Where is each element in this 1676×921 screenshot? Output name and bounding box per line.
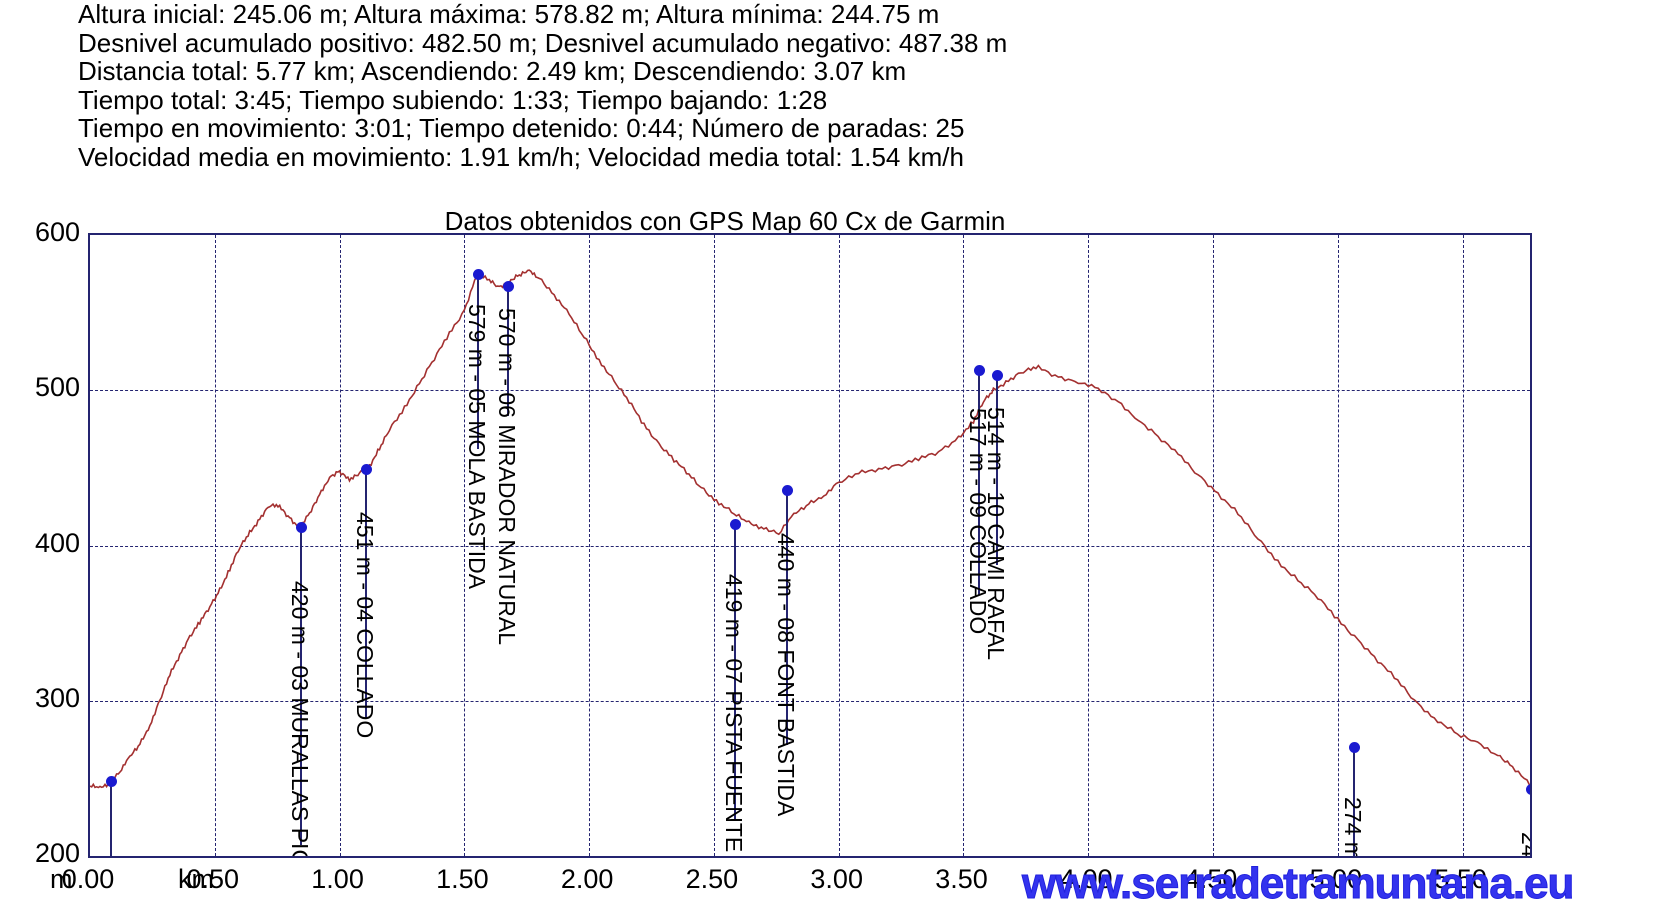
x-axis-unit-label: km	[178, 864, 214, 894]
y-tick-200: 200	[34, 838, 80, 868]
summary-stats-block: Altura inicial: 245.06 m; Altura máxima:…	[0, 0, 1676, 171]
x-tick-4.50: 4.50	[1184, 864, 1238, 894]
stat-line-distancia: Distancia total: 5.77 km; Ascendiendo: 2…	[78, 56, 907, 86]
gridline-x-4.00	[1088, 235, 1090, 856]
waypoint-stem	[995, 374, 998, 565]
stat-line-movimiento: Tiempo en movimiento: 3:01; Tiempo deten…	[78, 113, 965, 143]
waypoint-marker-dot[interactable]	[105, 776, 117, 788]
gridline-y-300	[90, 700, 1530, 702]
gridline-x-0.50	[214, 235, 216, 856]
waypoint-label: 419 m - 07 PISTA FUENTE	[720, 573, 747, 853]
y-tick-500: 500	[34, 372, 80, 403]
waypoint-marker-dot[interactable]	[974, 365, 986, 377]
waypoint-stem	[1352, 747, 1355, 856]
y-tick-600: 600	[34, 217, 80, 247]
plot-inner-area: 255 m - 02 SALIDA IZQ. CAMI ARTIGUES 420 …	[90, 235, 1530, 856]
waypoint-stem	[733, 523, 736, 819]
waypoint-label: 245 m - 12 FIN	[1517, 832, 1530, 856]
y-tick-300: 300	[34, 682, 80, 713]
waypoint-stem	[506, 286, 509, 417]
elevation-track-line	[90, 235, 1530, 856]
waypoint-label: 579 m - 05 MOLA BASTIDA	[463, 303, 490, 589]
site-watermark: www.serradetramuntana.eu	[1021, 859, 1574, 908]
gridline-y-500	[90, 390, 1530, 392]
stat-line-altura: Altura inicial: 245.06 m; Altura máxima:…	[78, 0, 940, 29]
waypoint-marker-dot[interactable]	[782, 484, 794, 496]
waypoint-label: 570 m - 06 MIRADOR NATURAL	[493, 308, 520, 646]
x-tick-3.00: 3.00	[810, 864, 863, 894]
gridline-x-3.00	[838, 235, 840, 856]
waypoint-stem	[364, 469, 367, 720]
gridline-x-1.00	[339, 235, 341, 856]
y-axis-unit-label: m	[50, 864, 73, 894]
x-tick-5.50: 5.50	[1434, 864, 1487, 894]
waypoint-label: 420 m - 03 MURALLAS PICO GROS	[286, 580, 313, 856]
gridline-x-4.50	[1213, 235, 1215, 856]
gridline-x-5.50	[1462, 235, 1464, 856]
x-tick-0.50: 0.50	[186, 864, 240, 894]
waypoint-marker-dot[interactable]	[991, 369, 1003, 381]
waypoint-stem	[978, 370, 981, 596]
gridline-y-400	[90, 545, 1530, 547]
waypoint-label: 255 m - 02 SALIDA IZQ. CAMI ARTIGUES	[97, 855, 123, 856]
gridline-x-2.50	[713, 235, 715, 856]
x-tick-3.50: 3.50	[935, 864, 988, 894]
waypoint-marker-dot[interactable]	[295, 521, 307, 533]
gridline-x-2.00	[589, 235, 591, 856]
stat-line-velocidad: Velocidad media en movimiento: 1.91 km/h…	[78, 141, 964, 172]
x-tick-1.50: 1.50	[436, 864, 489, 894]
x-tick-2.50: 2.50	[685, 864, 739, 894]
gridline-x-3.50	[963, 235, 965, 856]
waypoint-label: 274 m - 11 FONT ARTIGUES	[1340, 797, 1366, 856]
x-tick-1.00: 1.00	[311, 864, 364, 894]
elevation-profile-plot: 255 m - 02 SALIDA IZQ. CAMI ARTIGUES 420 …	[88, 233, 1532, 858]
waypoint-stem	[299, 526, 302, 845]
x-tick-4.00: 4.00	[1059, 864, 1113, 894]
waypoint-stem	[476, 273, 479, 449]
y-tick-400: 400	[34, 527, 80, 558]
waypoint-label: 514 m - 10 CAMI RAFAL	[982, 407, 1009, 661]
chart-title: Datos obtenidos con GPS Map 60 Cx de Gar…	[444, 206, 1006, 236]
gridline-x-1.50	[464, 235, 466, 856]
waypoint-marker-dot[interactable]	[502, 281, 514, 293]
waypoint-marker-dot[interactable]	[360, 464, 372, 476]
stat-line-tiempo: Tiempo total: 3:45; Tiempo subiendo: 1:3…	[78, 84, 828, 115]
waypoint-marker-dot[interactable]	[1526, 784, 1530, 796]
waypoint-label: 451 m - 04 COLLADO	[351, 511, 378, 739]
gridline-x-5.00	[1337, 235, 1339, 856]
waypoint-marker-dot[interactable]	[472, 268, 484, 280]
x-tick-5.00: 5.00	[1309, 864, 1363, 894]
waypoint-label: 440 m - 08 FONT BASTIDA	[773, 532, 800, 817]
x-tick-2.00: 2.00	[560, 864, 614, 894]
stat-line-desnivel: Desnivel acumulado positivo: 482.50 m; D…	[78, 27, 1008, 58]
waypoint-marker-dot[interactable]	[1348, 742, 1360, 754]
waypoint-stem	[109, 781, 112, 856]
waypoint-stem	[786, 489, 789, 745]
x-tick-0.00: 0.00	[61, 864, 115, 894]
waypoint-marker-dot[interactable]	[729, 518, 741, 530]
